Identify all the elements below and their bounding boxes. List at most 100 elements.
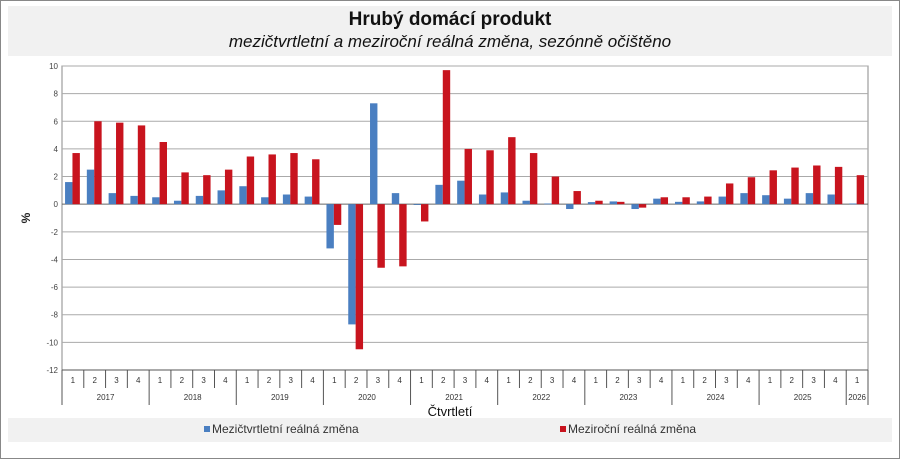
year-label: 2025 (794, 393, 812, 402)
bar-qoq (391, 193, 400, 205)
bar-qoq (130, 195, 138, 205)
year-label: 2022 (532, 393, 550, 402)
bar-yoy (682, 197, 690, 205)
x-tick-label: 4 (485, 376, 490, 385)
x-tick-label: 4 (746, 376, 751, 385)
bar-qoq (849, 203, 857, 205)
bar-yoy (203, 175, 211, 205)
y-tick-label: -12 (46, 366, 58, 375)
year-label: 2023 (619, 393, 637, 402)
bar-yoy (638, 204, 647, 208)
bar-qoq (239, 186, 247, 205)
bar-qoq (86, 169, 95, 205)
bar-yoy (704, 196, 712, 205)
x-tick-label: 3 (550, 376, 555, 385)
bar-qoq (631, 204, 639, 210)
year-label: 2026 (848, 393, 866, 402)
x-tick-label: 2 (354, 376, 359, 385)
bar-yoy (333, 204, 342, 225)
x-tick-label: 4 (397, 376, 402, 385)
bar-yoy (290, 153, 298, 205)
bar-yoy (224, 169, 233, 205)
y-tick-label: 4 (54, 145, 59, 154)
x-tick-label: 2 (92, 376, 97, 385)
x-tick-label: 1 (593, 376, 598, 385)
bar-qoq (304, 196, 313, 205)
x-tick-label: 2 (180, 376, 185, 385)
bar-qoq (261, 197, 269, 205)
x-tick-label: 1 (419, 376, 424, 385)
bar-yoy (116, 122, 124, 205)
bar-qoq (108, 193, 117, 205)
x-tick-label: 1 (245, 376, 250, 385)
bar-qoq (173, 200, 182, 205)
year-label: 2017 (97, 393, 115, 402)
bar-yoy (508, 137, 516, 205)
plot-area (61, 65, 869, 371)
x-tick-label: 3 (637, 376, 642, 385)
x-tick-label: 1 (768, 376, 773, 385)
y-tick-label: 2 (54, 173, 59, 182)
bar-qoq (326, 204, 334, 249)
x-tick-label: 2 (441, 376, 446, 385)
bar-yoy (181, 172, 189, 205)
bar-yoy (573, 191, 581, 205)
bar-qoq (370, 103, 378, 205)
x-tick-label: 4 (659, 376, 664, 385)
title-band: Hrubý domácí produkt mezičtvrtletní a me… (8, 6, 892, 56)
bar-yoy (551, 176, 560, 205)
x-tick-label: 2 (615, 376, 620, 385)
bar-qoq (65, 182, 73, 205)
bar-yoy (72, 153, 80, 205)
bar-yoy (268, 154, 276, 205)
bar-yoy (312, 159, 320, 205)
legend-swatch-red (560, 426, 566, 432)
x-tick-label: 4 (310, 376, 315, 385)
bar-yoy (486, 150, 494, 205)
x-tick-label: 4 (833, 376, 838, 385)
x-tick-label: 2 (702, 376, 707, 385)
x-tick-label: 1 (158, 376, 163, 385)
x-tick-label: 2 (528, 376, 533, 385)
y-tick-label: 0 (54, 200, 59, 209)
bar-yoy (595, 200, 603, 205)
bar-qoq (348, 204, 356, 325)
x-tick-label: 3 (811, 376, 816, 385)
bar-qoq (762, 195, 770, 205)
bar-yoy (529, 153, 538, 205)
x-tick-label: 4 (223, 376, 228, 385)
year-label: 2018 (184, 393, 202, 402)
year-label: 2019 (271, 393, 289, 402)
x-tick-label: 3 (376, 376, 381, 385)
bar-yoy (660, 197, 669, 205)
x-tick-label: 2 (267, 376, 272, 385)
legend-label: Meziroční reálná změna (568, 422, 697, 436)
bar-qoq (566, 204, 574, 210)
legend-label: Mezičtvrtletní reálná změna (212, 422, 359, 436)
bar-yoy (834, 166, 843, 205)
legend-swatch-blue (204, 426, 210, 432)
bar-yoy (747, 177, 756, 205)
bar-qoq (827, 194, 835, 205)
x-tick-label: 1 (681, 376, 686, 385)
x-tick-label: 4 (136, 376, 141, 385)
bar-qoq (696, 201, 705, 205)
chart-subtitle: mezičtvrtletní a meziroční reálná změna,… (228, 32, 672, 51)
x-axis-label: Čtvrtletí (427, 404, 473, 419)
x-tick-label: 3 (201, 376, 206, 385)
bar-yoy (769, 170, 777, 205)
y-tick-label: -4 (51, 255, 59, 264)
bar-qoq (152, 197, 160, 205)
y-axis-label: % (19, 212, 33, 223)
bar-yoy (399, 204, 407, 267)
bar-yoy (94, 121, 102, 205)
x-tick-label: 4 (572, 376, 577, 385)
bar-qoq (805, 193, 814, 205)
bar-yoy (377, 204, 385, 268)
bar-qoq (413, 204, 421, 205)
bar-qoq (544, 203, 552, 205)
bar-qoq (195, 195, 204, 205)
y-tick-label: 6 (54, 117, 59, 126)
chart-title: Hrubý domácí produkt (348, 9, 552, 30)
